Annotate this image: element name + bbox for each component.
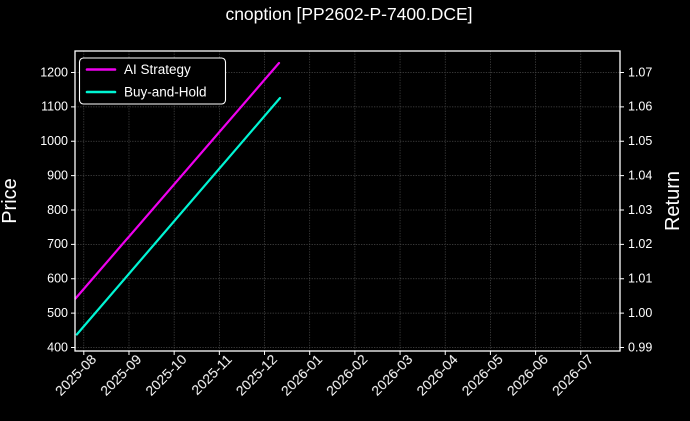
svg-text:1.03: 1.03 [628, 203, 652, 217]
svg-text:900: 900 [47, 168, 68, 182]
svg-text:1.02: 1.02 [628, 237, 652, 251]
svg-text:800: 800 [47, 203, 68, 217]
svg-text:400: 400 [47, 340, 68, 354]
svg-text:Buy-and-Hold: Buy-and-Hold [124, 85, 207, 100]
svg-text:1.00: 1.00 [628, 306, 652, 320]
svg-text:1.05: 1.05 [628, 134, 652, 148]
svg-text:600: 600 [47, 272, 68, 286]
svg-text:0.99: 0.99 [628, 340, 652, 354]
svg-text:Price: Price [0, 178, 21, 224]
svg-text:cnoption [PP2602-P-7400.DCE]: cnoption [PP2602-P-7400.DCE] [225, 4, 472, 24]
svg-text:1.06: 1.06 [628, 100, 652, 114]
svg-text:700: 700 [47, 237, 68, 251]
svg-text:1100: 1100 [41, 100, 68, 114]
svg-text:Return: Return [662, 171, 684, 231]
svg-text:1.04: 1.04 [628, 168, 652, 182]
svg-text:1200: 1200 [40, 65, 68, 79]
svg-text:1000: 1000 [40, 134, 68, 148]
svg-text:AI Strategy: AI Strategy [124, 62, 191, 77]
svg-text:1.01: 1.01 [628, 272, 652, 286]
svg-text:500: 500 [47, 306, 68, 320]
svg-text:1.07: 1.07 [628, 65, 652, 79]
